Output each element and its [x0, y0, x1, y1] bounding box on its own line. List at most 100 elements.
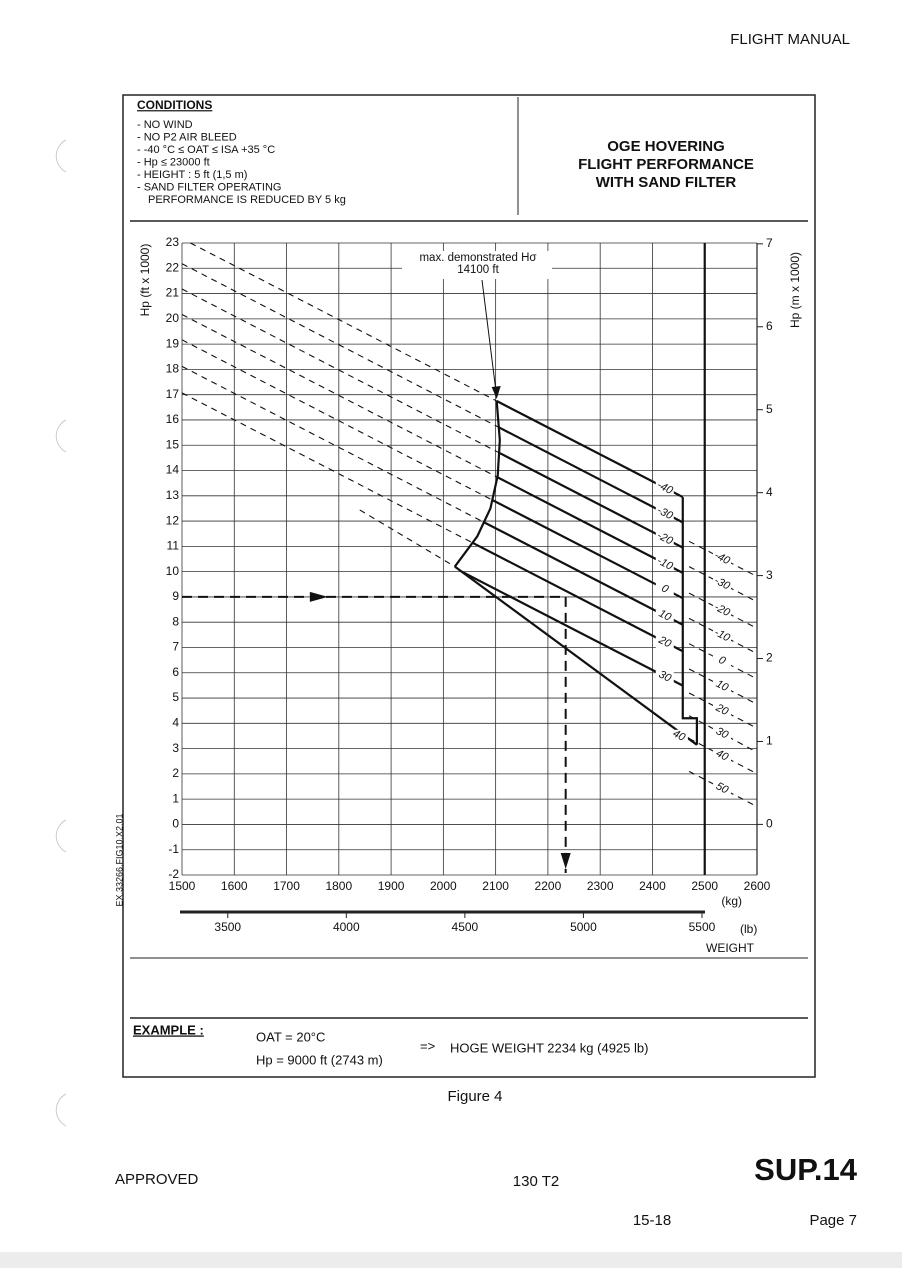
- y-tick-label: 8: [172, 614, 179, 628]
- section: SUP.14: [754, 1152, 858, 1187]
- dashed-line: [181, 314, 497, 478]
- dashed-line: [190, 242, 497, 402]
- y-tick-label: 22: [166, 260, 180, 274]
- model: 130 T2: [513, 1173, 559, 1190]
- y-tick-label: 23: [166, 235, 180, 249]
- performance-line: [498, 426, 684, 524]
- x-tick-label: 1500: [169, 879, 196, 893]
- label-bg: [712, 704, 731, 717]
- y-tick-label: 21: [166, 286, 180, 300]
- chart-title: WITH SAND FILTER: [596, 174, 737, 191]
- dashed-line: [181, 339, 493, 501]
- label-bg: [655, 507, 674, 520]
- dashed-line: [181, 263, 500, 428]
- y-tick-label: 17: [166, 387, 180, 401]
- x-tick-label: 2300: [587, 879, 614, 893]
- y2-tick-label: 1: [766, 734, 773, 748]
- y-tick-label: 12: [166, 513, 180, 527]
- label-bg: [712, 577, 731, 590]
- annotation-box: [402, 251, 552, 279]
- y2-tick-label: 7: [766, 236, 773, 250]
- label-bg: [655, 636, 674, 649]
- frame: [122, 94, 816, 1078]
- arrowhead: [560, 853, 571, 869]
- leader-line: [481, 279, 498, 398]
- dashed-line: [359, 509, 456, 568]
- x-tick-label: 2100: [482, 879, 509, 893]
- conditions-heading: CONDITIONS: [137, 98, 212, 112]
- performance-line: [472, 541, 684, 653]
- arrowhead: [309, 591, 328, 602]
- y2-tick-label: 0: [766, 817, 773, 831]
- condition-line: - -40 °C ≤ OAT ≤ ISA +35 °C: [137, 144, 275, 156]
- chart-title: OGE HOVERING: [607, 138, 725, 155]
- label-bg: [712, 680, 731, 693]
- x-tick-label: 1600: [221, 879, 248, 893]
- bottom-strip: [0, 1252, 902, 1268]
- x-tick-label: 2600: [744, 879, 771, 893]
- x-tick-label: 2400: [639, 879, 666, 893]
- label-bg: [655, 482, 674, 495]
- condition-line: - SAND FILTER OPERATING: [137, 181, 281, 193]
- line-label: 20: [713, 701, 731, 718]
- label-bg: [712, 552, 731, 565]
- binder-holes: [55, 139, 67, 1127]
- example-arrow: =>: [420, 1038, 435, 1053]
- x2-tick-label: 5000: [570, 920, 597, 934]
- y-tick-label: 6: [172, 665, 179, 679]
- condition-line: - NO P2 AIR BLEED: [137, 131, 237, 143]
- performance-line: [453, 400, 501, 568]
- y-tick-label: 3: [172, 741, 179, 755]
- performance-line: [491, 499, 684, 600]
- dashed-line: [181, 288, 500, 454]
- y-tick-label: 0: [172, 817, 179, 831]
- header-title: FLIGHT MANUAL: [730, 31, 850, 48]
- y-tick-label: 18: [166, 362, 180, 376]
- chart-title: FLIGHT PERFORMANCE: [578, 156, 754, 173]
- label-bg: [655, 532, 674, 545]
- x-tick-label: 1700: [273, 879, 300, 893]
- performance-line: [498, 451, 684, 549]
- figure-code: EX.33266.FIG10.X2.01: [114, 813, 124, 906]
- figure-caption: Figure 4: [447, 1088, 502, 1105]
- condition-line: - NO WIND: [137, 119, 193, 131]
- example-result: HOGE WEIGHT 2234 kg (4925 lb): [450, 1040, 648, 1055]
- y-tick-label: 7: [172, 640, 179, 654]
- x-tick-label: 1900: [378, 879, 405, 893]
- y2-tick-label: 5: [766, 402, 773, 416]
- y2-axis-label: Hp (m x 1000): [788, 252, 802, 328]
- y-tick-label: 10: [166, 564, 180, 578]
- y-tick-label: 16: [166, 412, 180, 426]
- y-tick-label: 20: [166, 311, 180, 325]
- x2-tick-label: 5500: [689, 920, 716, 934]
- page-ref: 15-18: [633, 1212, 671, 1229]
- condition-line: - Hp ≤ 23000 ft: [137, 156, 210, 168]
- performance-line: [461, 570, 684, 687]
- example-hp: Hp = 9000 ft (2743 m): [256, 1052, 383, 1067]
- condition-line: - HEIGHT : 5 ft (1,5 m): [137, 169, 247, 181]
- x-unit: (kg): [721, 894, 742, 908]
- y-tick-label: -1: [168, 842, 179, 856]
- condition-line: PERFORMANCE IS REDUCED BY 5 kg: [148, 194, 346, 206]
- x2-tick-label: 4500: [452, 920, 479, 934]
- label-bg: [655, 609, 674, 622]
- y-tick-label: 13: [166, 488, 180, 502]
- label-bg: [712, 782, 731, 795]
- performance-line: [496, 400, 684, 499]
- y-axis-label: Hp (ft x 1000): [138, 244, 152, 317]
- line-label: 20: [656, 634, 674, 651]
- annotation: 14100 ft: [457, 264, 499, 276]
- y-tick-label: 4: [172, 715, 179, 729]
- label-bg: [712, 727, 731, 740]
- y-tick-label: -2: [168, 867, 179, 881]
- line-label: 0: [717, 654, 729, 668]
- annotation: max. demonstrated Hσ: [419, 252, 536, 264]
- example-oat: OAT = 20°C: [256, 1029, 325, 1044]
- x2-unit: (lb): [740, 922, 757, 936]
- x2-tick-label: 4000: [333, 920, 360, 934]
- arrowhead: [491, 386, 501, 399]
- y-tick-label: 1: [172, 791, 179, 805]
- label-bg: [655, 557, 674, 570]
- y2-tick-label: 2: [766, 651, 773, 665]
